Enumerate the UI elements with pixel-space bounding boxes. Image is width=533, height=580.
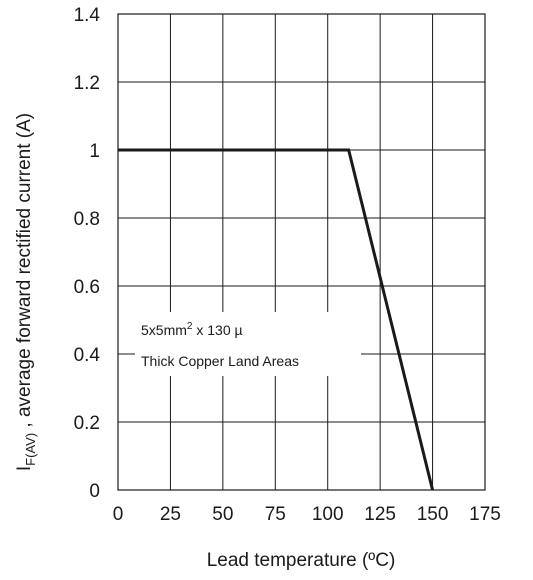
y-tick-label: 1.2 [74, 73, 100, 94]
annotation-background [135, 312, 361, 376]
x-tick-label: 25 [160, 504, 181, 525]
x-tick-label: 50 [212, 504, 233, 525]
series-line [118, 148, 435, 491]
y-tick-label: 0.8 [74, 209, 100, 230]
y-tick-label: 0.6 [74, 277, 100, 298]
y-axis-title: IF(AV) , average forward rectified curre… [14, 113, 38, 471]
x-tick-label: 0 [113, 504, 124, 525]
y-axis-title-subscript: F(AV) [23, 433, 38, 466]
x-tick-label: 75 [265, 504, 286, 525]
annotation-line-2: Thick Copper Land Areas [141, 353, 299, 369]
y-tick-label: 0.2 [74, 413, 100, 434]
x-tick-label: 125 [364, 504, 396, 525]
y-tick-labels: 0 0.2 0.4 0.6 0.8 1 1.2 1.4 [74, 5, 101, 502]
x-tick-label: 100 [312, 504, 344, 525]
x-tick-label: 150 [417, 504, 449, 525]
annotation-superscript: 2 [187, 321, 193, 332]
x-tick-label: 175 [469, 504, 501, 525]
y-tick-label: 0.4 [74, 345, 101, 366]
x-axis-title: Lead temperature (ºC) [207, 550, 396, 571]
y-tick-label: 1.4 [74, 5, 101, 26]
y-tick-label: 1 [89, 141, 100, 162]
grid [118, 14, 485, 490]
plot-frame [117, 13, 486, 491]
annotation-line-1: 5x5mm2 x 130 µ [141, 321, 243, 338]
y-tick-label: 0 [89, 481, 100, 502]
x-tick-labels: 0 25 50 75 100 125 150 175 [113, 504, 501, 525]
